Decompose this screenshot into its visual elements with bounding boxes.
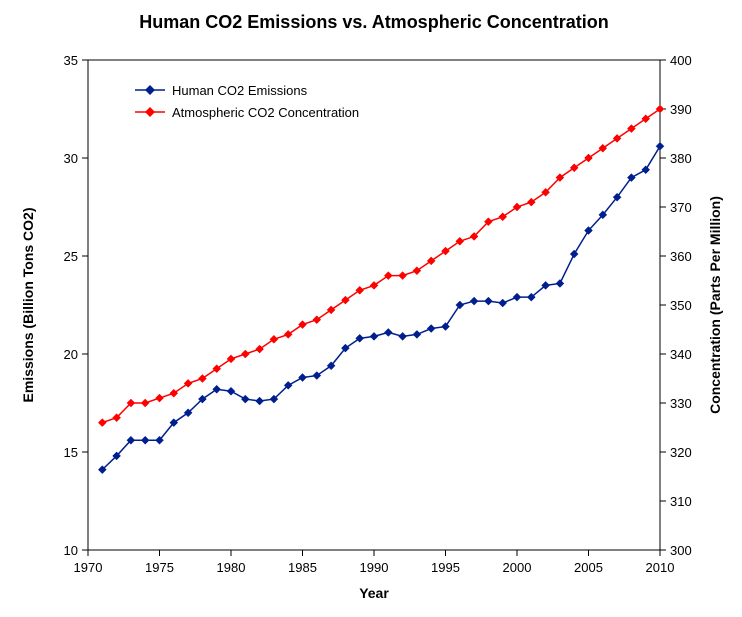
y-right-tick-label: 360 [670, 249, 692, 264]
y-left-tick-label: 20 [64, 347, 78, 362]
series-line-1 [102, 109, 660, 423]
x-axis-label: Year [359, 585, 389, 601]
x-tick-label: 1975 [145, 560, 174, 575]
chart-title: Human CO2 Emissions vs. Atmospheric Conc… [139, 12, 608, 32]
x-tick-label: 2005 [574, 560, 603, 575]
series-marker-0 [413, 330, 421, 338]
series-marker-0 [256, 397, 264, 405]
series-marker-0 [513, 293, 521, 301]
x-tick-label: 1995 [431, 560, 460, 575]
y-right-axis-label: Concentration (Parts Per Million) [707, 196, 723, 414]
y-right-tick-label: 310 [670, 494, 692, 509]
y-right-tick-label: 370 [670, 200, 692, 215]
series-marker-0 [642, 166, 650, 174]
series-marker-0 [427, 325, 435, 333]
y-left-tick-label: 10 [64, 543, 78, 558]
series-marker-1 [241, 350, 249, 358]
x-tick-label: 2000 [503, 560, 532, 575]
legend-label-0: Human CO2 Emissions [172, 83, 308, 98]
legend-label-1: Atmospheric CO2 Concentration [172, 105, 359, 120]
y-left-tick-label: 25 [64, 249, 78, 264]
series-marker-1 [156, 394, 164, 402]
series-line-0 [102, 146, 660, 469]
series-marker-0 [370, 332, 378, 340]
y-right-tick-label: 390 [670, 102, 692, 117]
series-marker-1 [399, 272, 407, 280]
series-marker-0 [141, 436, 149, 444]
y-left-tick-label: 15 [64, 445, 78, 460]
x-tick-label: 1990 [360, 560, 389, 575]
y-right-tick-label: 350 [670, 298, 692, 313]
series-marker-0 [456, 301, 464, 309]
series-marker-0 [470, 297, 478, 305]
legend-marker-1 [145, 107, 155, 117]
series-marker-0 [384, 328, 392, 336]
series-marker-0 [299, 374, 307, 382]
series-marker-0 [399, 332, 407, 340]
series-marker-0 [656, 142, 664, 150]
series-marker-0 [227, 387, 235, 395]
x-tick-label: 1985 [288, 560, 317, 575]
y-left-tick-label: 30 [64, 151, 78, 166]
chart-container: 1970 1975 1980 1985 1990 1995 2000 2005 2010 10 15… [0, 0, 742, 617]
x-tick-label: 2010 [646, 560, 675, 575]
y-right-tick-label: 400 [670, 53, 692, 68]
y-right-tick-label: 340 [670, 347, 692, 362]
y-left-axis-label: Emissions (Billion Tons CO2) [20, 208, 36, 403]
y-right-tick-label: 380 [670, 151, 692, 166]
series-marker-0 [241, 395, 249, 403]
series-marker-0 [570, 250, 578, 258]
y-right-tick-label: 330 [670, 396, 692, 411]
legend-marker-0 [145, 85, 155, 95]
series-marker-0 [484, 297, 492, 305]
series-marker-1 [98, 419, 106, 427]
plot-border [88, 60, 660, 550]
x-tick-label: 1980 [217, 560, 246, 575]
series-marker-0 [442, 323, 450, 331]
series-marker-0 [499, 299, 507, 307]
series-marker-1 [141, 399, 149, 407]
series-marker-0 [556, 279, 564, 287]
y-right-tick-label: 320 [670, 445, 692, 460]
y-left-tick-label: 35 [64, 53, 78, 68]
chart-svg: 1970 1975 1980 1985 1990 1995 2000 2005 2010 10 15… [0, 0, 742, 617]
y-right-tick-label: 300 [670, 543, 692, 558]
x-tick-label: 1970 [74, 560, 103, 575]
